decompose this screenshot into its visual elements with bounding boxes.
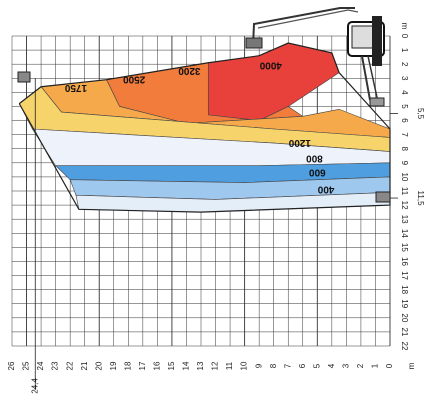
x-tick-label: 19 xyxy=(109,361,118,370)
y-tick-label: 4 xyxy=(400,90,409,95)
x-axis-unit: m xyxy=(407,362,416,369)
y-tick-label: 12 xyxy=(400,201,409,210)
reach-label: 24,4 xyxy=(30,378,39,394)
x-tick-label: 0 xyxy=(385,363,394,368)
y-tick-label: 2 xyxy=(400,62,409,67)
y-tick-label: 1 xyxy=(400,48,409,53)
zone-label-600: 600 xyxy=(309,167,326,178)
y-tick-label: 19 xyxy=(400,299,409,308)
x-tick-label: 16 xyxy=(152,361,161,370)
x-tick-label: 4 xyxy=(327,363,336,368)
x-tick-label: 13 xyxy=(196,361,205,370)
y-tick-label: 11 xyxy=(400,187,409,196)
y-tick-label: 10 xyxy=(400,172,409,181)
x-tick-label: 5 xyxy=(312,363,321,368)
y-tick-label: 3 xyxy=(400,76,409,81)
x-tick-label: 26 xyxy=(7,361,16,370)
x-axis-ticks: 26 25 24 23 22 21 20 19 18 17 16 15 14 13 12 11 10 9 8 7 6 5 4… xyxy=(7,361,416,370)
x-tick-label: 21 xyxy=(80,361,89,370)
x-tick-label: 3 xyxy=(341,363,350,368)
x-tick-label: 8 xyxy=(269,363,278,368)
x-tick-label: 2 xyxy=(356,363,365,368)
x-tick-label: 18 xyxy=(123,361,132,370)
y-axis-unit: m xyxy=(400,23,409,30)
zone-label-800: 800 xyxy=(306,152,323,163)
x-tick-label: 23 xyxy=(51,361,60,370)
x-tick-label: 12 xyxy=(211,361,220,370)
y-tick-label: 8 xyxy=(400,147,409,152)
x-tick-label: 22 xyxy=(65,361,74,370)
y-tick-label: 5 xyxy=(400,104,409,109)
y-tick-label: 13 xyxy=(400,215,409,224)
zone-label-3200: 3200 xyxy=(178,65,201,76)
y-tick-label: 9 xyxy=(400,161,409,166)
y-tick-label: 7 xyxy=(400,132,409,137)
x-tick-label: 14 xyxy=(182,361,191,370)
x-tick-label: 9 xyxy=(254,363,263,368)
x-tick-label: 17 xyxy=(138,361,147,370)
x-tick-label: 10 xyxy=(240,361,249,370)
y-tick-label: 20 xyxy=(400,313,409,322)
zone-labels: 4000 3200 2500 1750 1200 800 600 400 xyxy=(64,59,334,194)
axis-extra-labels: 24,4 5,5 11,5 xyxy=(30,108,425,394)
x-tick-label: 11 xyxy=(225,361,234,370)
x-tick-label: 24 xyxy=(36,361,45,370)
zone-label-400: 400 xyxy=(317,183,334,194)
x-tick-label: 1 xyxy=(371,363,380,368)
y-tick-label: 0 xyxy=(400,34,409,39)
x-tick-label: 15 xyxy=(167,361,176,370)
y-tick-label: 15 xyxy=(400,243,409,252)
y-tick-label: 14 xyxy=(400,229,409,238)
zone-4000 xyxy=(207,42,340,121)
zone-label-1200: 1200 xyxy=(288,137,311,148)
height-label: 5,5 xyxy=(416,108,425,120)
y-tick-label: 21 xyxy=(400,327,409,336)
x-tick-label: 20 xyxy=(94,361,103,370)
zone-label-1750: 1750 xyxy=(64,82,87,93)
y-tick-label: 17 xyxy=(400,271,409,280)
x-tick-label: 6 xyxy=(298,363,307,368)
zone-label-4000: 4000 xyxy=(259,59,282,70)
load-zones xyxy=(18,42,391,213)
y-tick-label: 22 xyxy=(400,342,409,351)
zone-label-2500: 2500 xyxy=(123,74,146,85)
x-tick-label: 7 xyxy=(283,363,292,368)
y-tick-label: 16 xyxy=(400,257,409,266)
envelope-outline xyxy=(18,42,391,213)
y-tick-label: 18 xyxy=(400,285,409,294)
crane-machine-icon xyxy=(17,7,391,203)
working-envelope xyxy=(18,42,398,390)
x-tick-label: 25 xyxy=(22,361,31,370)
y-tick-label: 6 xyxy=(400,118,409,123)
height-label: 11,5 xyxy=(416,191,425,207)
